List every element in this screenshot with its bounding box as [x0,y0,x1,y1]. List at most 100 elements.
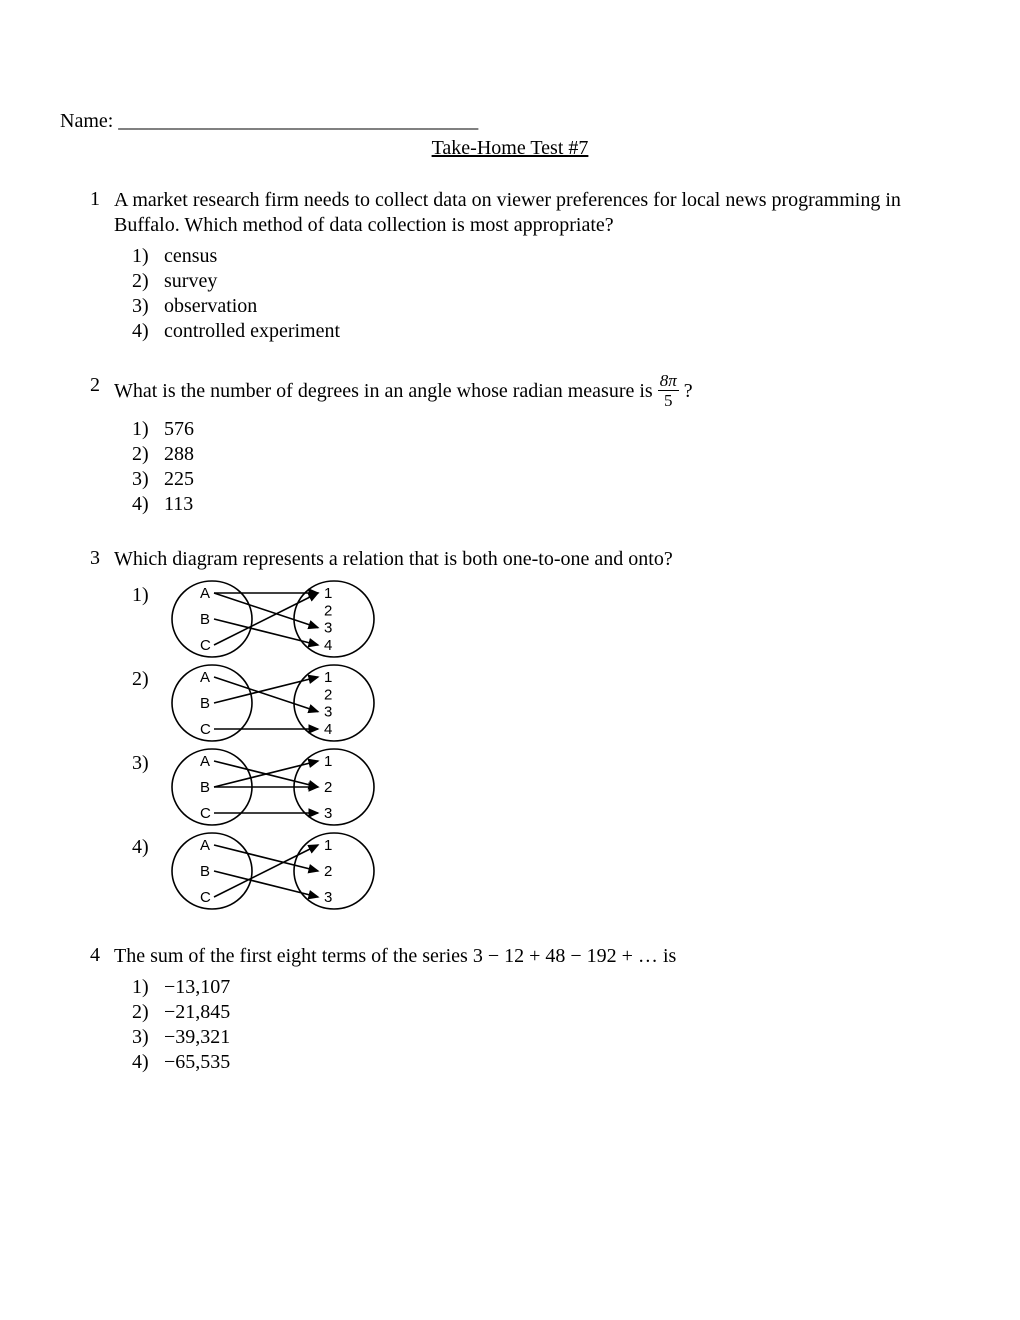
question-text-post: ? [679,380,693,402]
choice-number: 3) [132,467,164,492]
question-number: 3 [60,547,114,914]
question-text: A market research firm needs to collect … [114,188,960,238]
choice-number: 4) [132,492,164,517]
choice: 2)288 [132,442,960,467]
svg-text:2: 2 [324,779,332,796]
choice-text: −39,321 [164,1025,230,1050]
relation-diagram: ABC 1 2 3 [164,746,394,828]
svg-text:1: 1 [324,669,332,686]
choice-text: census [164,244,217,269]
question-number: 4 [60,944,114,1075]
choice-number: 3) [132,294,164,319]
svg-text:C: C [200,721,211,738]
choice-number: 4) [132,1050,164,1075]
diagram-choice: 4)ABC123 [132,830,960,912]
svg-text:C: C [200,637,211,654]
choice: 2)survey [132,269,960,294]
svg-text:3: 3 [324,805,332,822]
question-text-pre: What is the number of degrees in an angl… [114,380,658,402]
diagram-choice: 1)ABC1234 [132,578,960,660]
svg-text:2: 2 [324,863,332,880]
choice-number: 2) [132,662,164,691]
choice-number: 1) [132,975,164,1000]
choice: 1)census [132,244,960,269]
fraction-numerator: 8π [658,372,679,391]
name-label: Name: __________________________________… [60,110,960,133]
choice-list: 1)576 2)288 3)225 4)113 [114,417,960,517]
choice: 4)controlled experiment [132,319,960,344]
choice-number: 1) [132,578,164,607]
choice-number: 1) [132,244,164,269]
question-text: Which diagram represents a relation that… [114,547,960,572]
svg-text:C: C [200,805,211,822]
choice-text: 288 [164,442,194,467]
choice-list: 1)census 2)survey 3)observation 4)contro… [114,244,960,344]
question-text-pre: The sum of the first eight terms of the … [114,945,473,967]
question-2: 2 What is the number of degrees in an an… [60,374,960,517]
choice: 2)−21,845 [132,1000,960,1025]
question-text: What is the number of degrees in an angl… [114,374,960,411]
question-body: A market research firm needs to collect … [114,188,960,344]
svg-text:A: A [200,753,210,770]
choice-text: −21,845 [164,1000,230,1025]
question-1: 1 A market research firm needs to collec… [60,188,960,344]
choice-text: −65,535 [164,1050,230,1075]
series-text: 3 − 12 + 48 − 192 + … [473,945,658,967]
choice: 4)−65,535 [132,1050,960,1075]
choice-number: 3) [132,1025,164,1050]
page-title: Take-Home Test #7 [60,137,960,160]
choice-number: 2) [132,442,164,467]
svg-text:A: A [200,585,210,602]
svg-text:B: B [200,863,210,880]
fraction-denominator: 5 [658,391,679,409]
question-body: What is the number of degrees in an angl… [114,374,960,517]
svg-text:B: B [200,695,210,712]
svg-text:3: 3 [324,704,332,721]
relation-diagram: ABC 1 2 3 [164,830,394,912]
diagram-choice: 2) ABC 1234 [132,662,960,744]
svg-text:A: A [200,837,210,854]
choice: 3)−39,321 [132,1025,960,1050]
svg-text:1: 1 [324,585,332,602]
choice: 1)−13,107 [132,975,960,1000]
choice-number: 2) [132,269,164,294]
diagram-choice: 3) ABC 1 2 3 [132,746,960,828]
svg-text:2: 2 [324,686,332,703]
choice-text: observation [164,294,257,319]
svg-text:3: 3 [324,889,332,906]
question-text-post: is [658,945,676,967]
choice-list: 1)−13,107 2)−21,845 3)−39,321 4)−65,535 [114,975,960,1075]
svg-text:C: C [200,889,211,906]
svg-text:3: 3 [324,620,332,637]
choice-number: 1) [132,417,164,442]
question-4: 4 The sum of the first eight terms of th… [60,944,960,1075]
relation-diagram: ABC 1234 [164,662,394,744]
choice-list: 1)ABC12342)ABC12343)ABC1234)ABC123 [114,578,960,912]
choice-number: 2) [132,1000,164,1025]
choice-text: survey [164,269,217,294]
choice-text: controlled experiment [164,319,340,344]
choice: 4)113 [132,492,960,517]
svg-text:B: B [200,779,210,796]
relation-diagram: ABC1234 [164,578,394,660]
choice-text: 576 [164,417,194,442]
choice: 3)225 [132,467,960,492]
question-body: The sum of the first eight terms of the … [114,944,960,1075]
svg-text:4: 4 [324,721,332,738]
question-number: 2 [60,374,114,517]
choice: 1)576 [132,417,960,442]
choice-text: 113 [164,492,193,517]
question-number: 1 [60,188,114,344]
question-body: Which diagram represents a relation that… [114,547,960,914]
svg-text:1: 1 [324,837,332,854]
choice-number: 4) [132,319,164,344]
page: Name: __________________________________… [0,0,1020,1165]
choice: 3)observation [132,294,960,319]
choice-text: 225 [164,467,194,492]
choice-number: 3) [132,746,164,775]
fraction: 8π5 [658,372,679,409]
svg-text:B: B [200,611,210,628]
svg-text:1: 1 [324,753,332,770]
svg-text:A: A [200,669,210,686]
svg-text:2: 2 [324,602,332,619]
